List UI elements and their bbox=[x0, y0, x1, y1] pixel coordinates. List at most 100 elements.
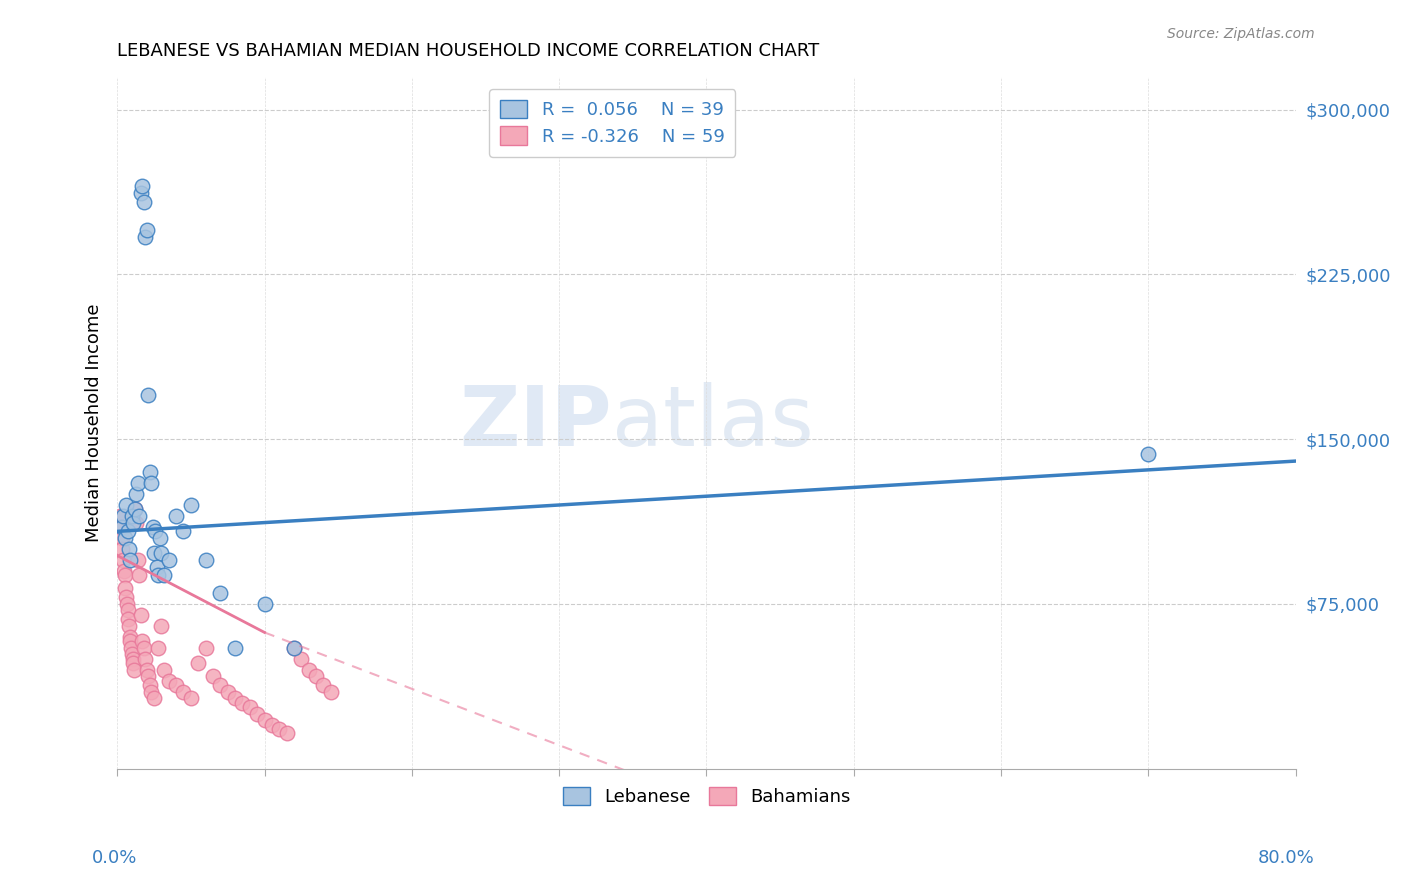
Point bbox=[141, 520, 163, 534]
Point bbox=[136, 388, 159, 402]
Point bbox=[260, 717, 283, 731]
Point bbox=[125, 487, 148, 501]
Point bbox=[139, 476, 162, 491]
Point bbox=[194, 640, 217, 655]
Point bbox=[246, 706, 269, 721]
Point bbox=[127, 476, 149, 491]
Point bbox=[312, 678, 335, 692]
Point bbox=[224, 640, 246, 655]
Point bbox=[157, 673, 180, 688]
Point bbox=[117, 612, 139, 626]
Point bbox=[173, 524, 195, 539]
Point bbox=[194, 553, 217, 567]
Point bbox=[201, 669, 224, 683]
Point bbox=[134, 230, 156, 244]
Point bbox=[115, 591, 138, 605]
Point bbox=[165, 678, 187, 692]
Text: LEBANESE VS BAHAMIAN MEDIAN HOUSEHOLD INCOME CORRELATION CHART: LEBANESE VS BAHAMIAN MEDIAN HOUSEHOLD IN… bbox=[117, 42, 820, 60]
Point bbox=[136, 669, 159, 683]
Point bbox=[120, 553, 142, 567]
Point bbox=[305, 669, 328, 683]
Text: 80.0%: 80.0% bbox=[1258, 849, 1315, 867]
Point bbox=[128, 568, 150, 582]
Point bbox=[298, 663, 321, 677]
Point bbox=[124, 502, 146, 516]
Point bbox=[114, 568, 136, 582]
Point bbox=[173, 685, 195, 699]
Point bbox=[114, 531, 136, 545]
Point bbox=[127, 553, 149, 567]
Point bbox=[134, 652, 156, 666]
Text: 0.0%: 0.0% bbox=[91, 849, 136, 867]
Point bbox=[117, 524, 139, 539]
Point bbox=[135, 663, 157, 677]
Point bbox=[128, 508, 150, 523]
Point bbox=[111, 541, 134, 556]
Point bbox=[112, 508, 135, 523]
Point bbox=[110, 531, 132, 545]
Point bbox=[145, 524, 167, 539]
Point bbox=[1137, 447, 1160, 461]
Point bbox=[143, 546, 166, 560]
Point bbox=[115, 597, 138, 611]
Point bbox=[290, 652, 312, 666]
Point bbox=[132, 640, 155, 655]
Point bbox=[108, 508, 131, 523]
Point bbox=[129, 186, 152, 200]
Point bbox=[253, 714, 276, 728]
Point bbox=[224, 691, 246, 706]
Point bbox=[122, 656, 145, 670]
Point bbox=[239, 700, 262, 714]
Point bbox=[138, 465, 160, 479]
Point bbox=[269, 722, 291, 736]
Point bbox=[276, 726, 298, 740]
Legend: Lebanese, Bahamians: Lebanese, Bahamians bbox=[554, 778, 859, 815]
Point bbox=[138, 678, 160, 692]
Point bbox=[121, 648, 143, 662]
Point bbox=[121, 652, 143, 666]
Point bbox=[153, 568, 176, 582]
Point bbox=[231, 696, 253, 710]
Point bbox=[118, 619, 141, 633]
Point bbox=[112, 564, 135, 578]
Point bbox=[112, 553, 135, 567]
Point bbox=[187, 656, 209, 670]
Y-axis label: Median Household Income: Median Household Income bbox=[86, 303, 103, 541]
Point bbox=[209, 678, 232, 692]
Point bbox=[110, 520, 132, 534]
Point bbox=[157, 553, 180, 567]
Point bbox=[131, 634, 153, 648]
Point bbox=[209, 586, 232, 600]
Point bbox=[165, 508, 187, 523]
Point bbox=[146, 559, 169, 574]
Point bbox=[115, 498, 138, 512]
Point bbox=[114, 582, 136, 596]
Point bbox=[153, 663, 176, 677]
Point bbox=[150, 546, 173, 560]
Point bbox=[150, 619, 173, 633]
Point bbox=[180, 498, 202, 512]
Point bbox=[122, 516, 145, 530]
Point bbox=[139, 685, 162, 699]
Point bbox=[120, 640, 142, 655]
Text: ZIP: ZIP bbox=[460, 382, 612, 463]
Point bbox=[148, 568, 170, 582]
Point bbox=[283, 640, 305, 655]
Point bbox=[253, 597, 276, 611]
Point bbox=[143, 691, 166, 706]
Point bbox=[118, 630, 141, 644]
Point bbox=[120, 634, 142, 648]
Point bbox=[110, 520, 132, 534]
Point bbox=[132, 194, 155, 209]
Point bbox=[149, 531, 172, 545]
Point bbox=[217, 685, 239, 699]
Point bbox=[131, 179, 153, 194]
Point bbox=[148, 640, 170, 655]
Point bbox=[117, 603, 139, 617]
Point bbox=[319, 685, 342, 699]
Point bbox=[118, 541, 141, 556]
Point bbox=[125, 516, 148, 530]
Point bbox=[121, 508, 143, 523]
Point bbox=[124, 502, 146, 516]
Point bbox=[180, 691, 202, 706]
